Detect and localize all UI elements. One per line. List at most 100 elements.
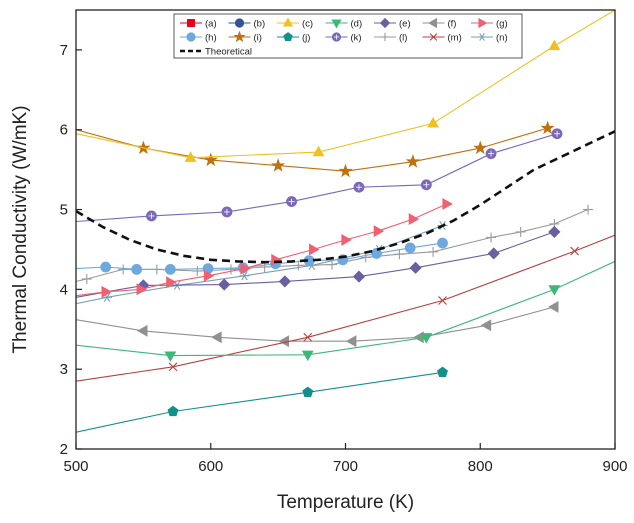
series-k <box>76 128 563 223</box>
legend-label: (e) <box>399 19 411 30</box>
data-point <box>487 247 500 260</box>
series-d <box>76 260 615 362</box>
series-g <box>76 198 453 298</box>
legend-label: (c) <box>302 19 313 30</box>
series-h <box>76 237 448 275</box>
data-point <box>187 19 195 27</box>
data-point <box>203 152 218 167</box>
data-point <box>548 225 561 238</box>
data-point <box>548 285 561 296</box>
legend-label: Theoretical <box>205 47 252 58</box>
legend-item: (d) <box>325 19 362 30</box>
legend-item: (a) <box>180 19 217 30</box>
data-point <box>218 278 231 291</box>
data-point <box>278 275 291 288</box>
data-point <box>548 39 561 51</box>
legend-item: (m) <box>422 33 462 44</box>
data-point <box>136 283 147 296</box>
data-point <box>302 386 314 397</box>
legend-label: (f) <box>448 19 457 30</box>
y-tick-label: 5 <box>60 202 68 219</box>
data-point <box>331 19 342 29</box>
legend-item: (b) <box>228 18 266 30</box>
series-line <box>76 10 615 159</box>
data-point <box>167 405 179 417</box>
x-tick-label: 900 <box>602 458 627 475</box>
legend-label: (l) <box>399 33 407 44</box>
y-tick-label: 7 <box>60 42 68 59</box>
data-point <box>184 151 197 162</box>
data-point <box>371 248 382 259</box>
data-point <box>551 128 563 140</box>
data-point <box>429 33 438 41</box>
legend-item: (i) <box>228 30 262 44</box>
data-point <box>327 259 338 270</box>
legend-item: (k) <box>325 32 362 44</box>
data-point <box>225 264 236 275</box>
legend-item: (c) <box>277 17 313 30</box>
data-point <box>312 145 325 157</box>
data-point <box>271 158 286 172</box>
series-theoretical <box>76 130 615 264</box>
data-point <box>164 264 176 275</box>
data-point <box>548 300 559 313</box>
data-point <box>234 18 245 28</box>
data-point <box>379 17 391 29</box>
data-point <box>259 262 270 273</box>
legend-item: (e) <box>374 17 411 30</box>
data-point <box>438 296 447 305</box>
data-point <box>331 32 342 42</box>
y-tick-label: 4 <box>60 281 68 298</box>
series-line <box>76 203 447 297</box>
plot-frame <box>75 9 616 450</box>
series-line <box>76 133 558 223</box>
data-point <box>100 261 112 273</box>
data-point <box>373 225 385 238</box>
data-point <box>428 17 438 29</box>
data-point <box>480 319 492 332</box>
data-point <box>485 148 497 160</box>
series-line <box>76 306 555 342</box>
data-point <box>486 232 497 243</box>
x-tick-label: 600 <box>198 458 223 475</box>
series-f <box>76 300 559 348</box>
legend-item: (n) <box>471 33 508 44</box>
data-point <box>437 366 448 378</box>
legend-label: (i) <box>254 33 262 44</box>
data-point <box>352 270 366 283</box>
series-j <box>76 366 448 433</box>
data-point <box>164 351 177 362</box>
data-point <box>515 226 526 237</box>
data-point <box>341 233 352 246</box>
data-point <box>168 362 178 372</box>
axis-ticks: 500 600 700 800 900 2 3 4 5 6 7 <box>60 42 628 475</box>
legend-label: (m) <box>448 33 462 44</box>
y-tick-label: 2 <box>60 441 68 458</box>
legend-label: (k) <box>351 33 362 44</box>
data-point <box>81 273 92 284</box>
series-m <box>76 234 615 382</box>
x-axis-title: Temperature (K) <box>277 492 414 513</box>
legend-label: (g) <box>496 19 508 30</box>
data-point <box>192 266 203 277</box>
data-point <box>583 204 594 215</box>
data-point <box>211 331 222 344</box>
data-point <box>166 276 177 289</box>
data-point <box>146 210 157 222</box>
series-layer <box>76 10 615 433</box>
data-point <box>309 243 320 256</box>
legend-item: (f) <box>422 17 457 30</box>
data-point <box>477 33 487 41</box>
data-point <box>240 262 251 275</box>
data-point <box>338 163 353 178</box>
y-tick-label: 3 <box>60 361 68 378</box>
data-point <box>405 154 420 168</box>
data-point <box>540 120 555 135</box>
legend-label: (b) <box>254 19 266 30</box>
data-point <box>282 17 294 27</box>
data-point <box>420 333 433 344</box>
data-point <box>427 117 440 128</box>
data-point <box>380 32 390 42</box>
data-point <box>394 249 405 260</box>
data-point <box>301 350 314 362</box>
